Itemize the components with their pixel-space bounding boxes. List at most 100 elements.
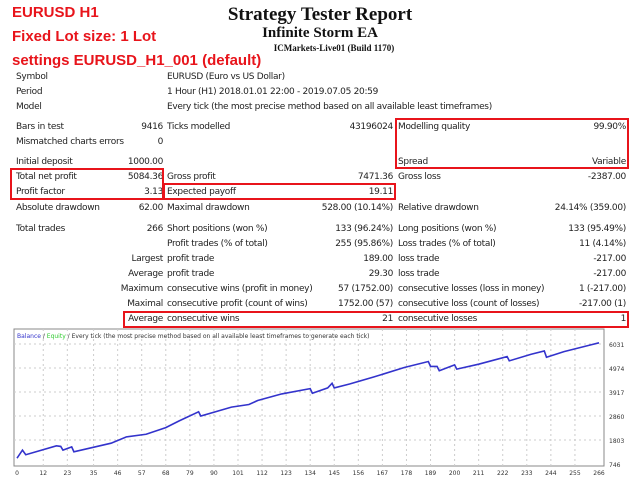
annotation-symbol: EURUSD H1 xyxy=(12,4,99,21)
row-label: 1 Hour (H1) 2018.01.01 22:00 - 2019.07.0… xyxy=(167,87,379,97)
x-tick-label: 156 xyxy=(353,470,365,477)
row-label: Model xyxy=(16,102,42,112)
x-tick-label: 145 xyxy=(329,470,341,477)
x-tick-label: 46 xyxy=(114,470,122,477)
row-label: Loss trades (% of total) xyxy=(398,239,496,249)
row-label: loss trade xyxy=(398,269,440,279)
row-label: consecutive losses (loss in money) xyxy=(398,284,545,294)
row-value: 189.00 xyxy=(363,254,393,264)
row-value: -217.00 xyxy=(593,254,626,264)
row-label: Spread xyxy=(398,157,428,167)
x-tick-label: 134 xyxy=(304,470,316,477)
row-label: Period xyxy=(16,87,43,97)
highlight-average-consecutive xyxy=(123,311,629,328)
row-value: 266 xyxy=(146,224,164,234)
row-label: Expected payoff xyxy=(167,187,236,197)
row-value: 11 (4.14%) xyxy=(579,239,626,249)
y-tick-label: 1803 xyxy=(609,438,624,445)
x-tick-label: 123 xyxy=(280,470,292,477)
balance-line xyxy=(16,342,600,459)
x-tick-label: 255 xyxy=(569,470,581,477)
report-row: Maximum consecutive wins (profit in money… xyxy=(0,282,640,296)
row-value: -2387.00 xyxy=(587,172,626,182)
x-tick-label: 178 xyxy=(401,470,413,477)
row-label: Modelling quality xyxy=(398,122,470,132)
x-tick-label: 189 xyxy=(425,470,437,477)
row-label: Total trades xyxy=(16,224,65,234)
x-tick-label: 79 xyxy=(186,470,194,477)
y-tick-label: 6031 xyxy=(609,342,624,349)
row-label: Mismatched charts errors xyxy=(16,137,124,147)
row-value: 1 xyxy=(620,314,627,324)
x-tick-label: 57 xyxy=(138,470,146,477)
row-label: Maximal drawdown xyxy=(167,203,250,213)
row-label: consecutive losses xyxy=(398,314,478,324)
row-value: Largest xyxy=(131,254,164,264)
row-label: Bars in test xyxy=(16,122,64,132)
report-row: Model Every tick (the most precise method… xyxy=(0,100,640,114)
x-tick-label: 244 xyxy=(545,470,557,477)
highlight-expected-payoff xyxy=(163,183,396,200)
x-tick-label: 12 xyxy=(39,470,47,477)
report-row: Total net profit 5084.36 Gross profit 7471.… xyxy=(0,170,640,184)
row-label: loss trade xyxy=(398,254,440,264)
x-tick-label: 266 xyxy=(593,470,605,477)
chart-legend: Balance / Equity / Every tick (the most … xyxy=(17,333,370,340)
report-row: Initial deposit 1000.00 Spread Variable xyxy=(0,155,640,169)
row-value: 5084.36 xyxy=(127,172,163,182)
legend-model: / Every tick (the most precise method ba… xyxy=(66,333,370,340)
server-info: ICMarkets-Live01 (Build 1170) xyxy=(273,43,395,53)
legend-equity: Equity xyxy=(47,333,66,340)
row-label: consecutive profit (count of wins) xyxy=(167,299,308,309)
row-value: 528.00 (10.14%) xyxy=(321,203,394,213)
row-value: 1000.00 xyxy=(127,157,163,167)
row-label: Relative drawdown xyxy=(398,203,479,213)
report-row: Total trades 266 Short positions (won %) 13… xyxy=(0,222,640,236)
y-tick-label: 3917 xyxy=(609,390,624,397)
row-label: consecutive loss (count of losses) xyxy=(398,299,540,309)
row-value: -217.00 (1) xyxy=(578,299,626,309)
row-value: 29.30 xyxy=(368,269,394,279)
x-tick-label: 23 xyxy=(64,470,72,477)
y-tick-label: 4974 xyxy=(609,366,624,373)
row-value: -217.00 xyxy=(593,269,626,279)
report-row: Maximal consecutive profit (count of wins… xyxy=(0,297,640,311)
row-value: Average xyxy=(128,314,163,324)
y-tick-label: 2860 xyxy=(609,414,624,421)
row-label: Gross loss xyxy=(398,172,441,182)
row-value: Maximum xyxy=(120,284,164,294)
x-tick-label: 211 xyxy=(473,470,485,477)
balance-chart: Balance / Equity / Every tick (the most … xyxy=(13,328,624,477)
report-row: Mismatched charts errors 0 xyxy=(0,135,640,149)
row-label: Total net profit xyxy=(16,172,77,182)
row-label: EURUSD (Euro vs US Dollar) xyxy=(167,72,285,82)
row-label: consecutive wins xyxy=(167,314,240,324)
row-label: profit trade xyxy=(167,269,215,279)
x-tick-label: 0 xyxy=(15,470,19,477)
row-label: Ticks modelled xyxy=(167,122,231,132)
legend-balance: Balance xyxy=(17,333,41,340)
row-value: 57 (1752.00) xyxy=(338,284,393,294)
y-tick-label: 746 xyxy=(609,462,621,469)
report-row: Largest profit trade 189.00 loss trade -217.… xyxy=(0,252,640,266)
highlight-net-profit xyxy=(10,168,164,200)
report-row: Profit trades (% of total) 255 (95.86%) Lo… xyxy=(0,237,640,251)
report-row: Average consecutive wins 21 consecutive los… xyxy=(0,312,640,326)
row-label: consecutive wins (profit in money) xyxy=(167,284,313,294)
row-value: 62.00 xyxy=(138,203,164,213)
x-tick-label: 222 xyxy=(497,470,509,477)
highlight-modelling-quality xyxy=(395,118,629,169)
row-label: Symbol xyxy=(16,72,48,82)
x-tick-label: 68 xyxy=(162,470,170,477)
row-label: Long positions (won %) xyxy=(398,224,497,234)
ea-name: Infinite Storm EA xyxy=(262,25,378,41)
row-value: 255 (95.86%) xyxy=(335,239,393,249)
row-value: Average xyxy=(128,269,163,279)
row-label: Every tick (the most precise method base… xyxy=(167,102,492,112)
row-value: 0 xyxy=(157,137,164,147)
row-value: 21 xyxy=(382,314,393,324)
row-value: 19.11 xyxy=(368,187,394,197)
row-value: 9416 xyxy=(141,122,163,132)
report-row: Profit factor 3.13 Expected payoff 19.11 xyxy=(0,185,640,199)
row-label: Initial deposit xyxy=(16,157,73,167)
